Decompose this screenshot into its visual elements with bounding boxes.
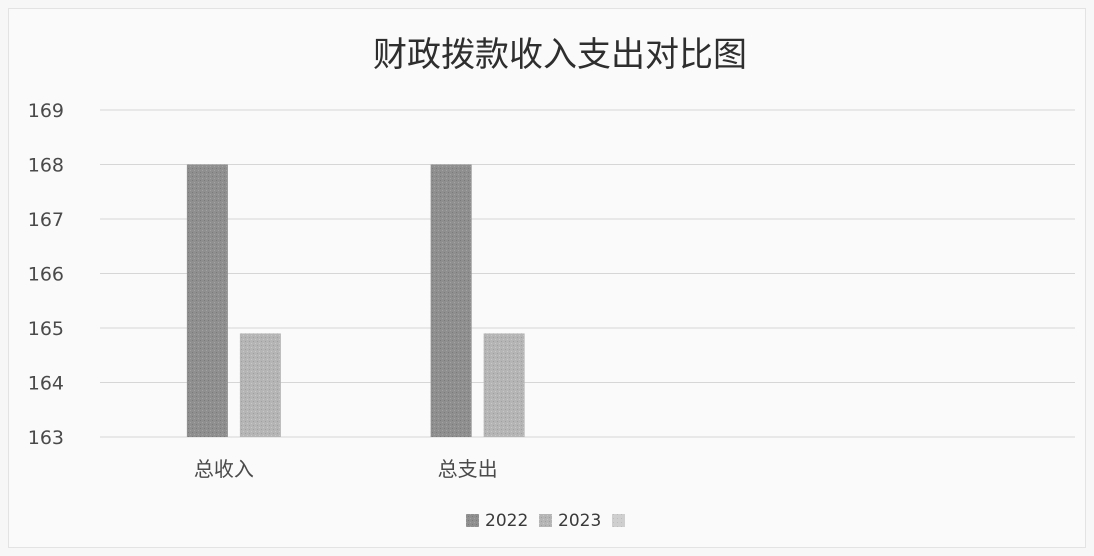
x-category-label: 总收入	[194, 457, 254, 481]
legend-swatch	[466, 514, 479, 527]
y-tick-label: 168	[28, 155, 64, 177]
legend-swatch	[539, 514, 552, 527]
x-axis-category-labels: 总收入 总支出	[194, 457, 498, 481]
y-tick-label: 165	[28, 318, 64, 340]
y-axis-tick-labels: 163 164 165 166 167 168 169	[28, 100, 64, 449]
legend-label: 2023	[558, 511, 601, 531]
legend-label: 2022	[485, 511, 528, 531]
bars	[186, 164, 525, 437]
legend-swatch	[612, 514, 625, 527]
bar-2023-总收入	[239, 333, 281, 437]
bar-2023-总支出	[483, 333, 525, 437]
y-tick-label: 163	[28, 427, 64, 449]
y-tick-label: 169	[28, 100, 64, 122]
x-category-label: 总支出	[438, 457, 498, 481]
y-tick-label: 164	[28, 373, 64, 395]
y-tick-label: 166	[28, 264, 64, 286]
y-tick-label: 167	[28, 209, 64, 231]
legend: 2022 2023	[466, 511, 625, 531]
bar-2022-总收入	[186, 164, 228, 437]
bar-2022-总支出	[430, 164, 472, 437]
chart-title: 财政拨款收入支出对比图	[373, 35, 747, 75]
